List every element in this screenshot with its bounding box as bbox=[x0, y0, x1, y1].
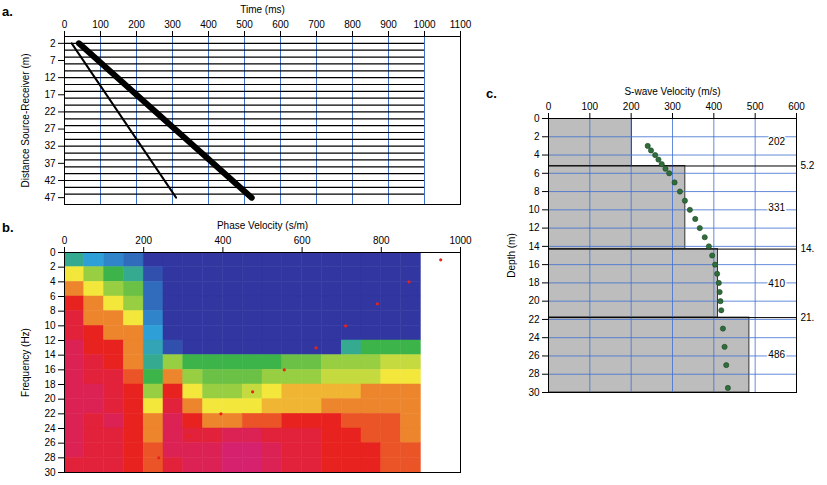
svg-text:22: 22 bbox=[44, 106, 56, 117]
svg-text:26: 26 bbox=[44, 437, 56, 448]
svg-text:22: 22 bbox=[44, 408, 56, 419]
svg-text:202: 202 bbox=[768, 136, 785, 147]
svg-text:5.2: 5.2 bbox=[801, 160, 815, 171]
svg-text:22: 22 bbox=[528, 314, 540, 325]
svg-text:26: 26 bbox=[528, 350, 540, 361]
html-text:b.: b. bbox=[2, 220, 14, 235]
svg-text:8: 8 bbox=[534, 186, 540, 197]
svg-text:486: 486 bbox=[768, 349, 785, 360]
svg-text:28: 28 bbox=[44, 452, 56, 463]
svg-text:400: 400 bbox=[705, 101, 722, 112]
svg-text:0: 0 bbox=[546, 101, 552, 112]
svg-text:17: 17 bbox=[44, 89, 56, 100]
svg-text:Phase Velocity (s/m): Phase Velocity (s/m) bbox=[217, 220, 308, 231]
svg-text:14: 14 bbox=[44, 349, 56, 360]
svg-text:500: 500 bbox=[236, 19, 253, 30]
html-text:a.: a. bbox=[2, 4, 13, 19]
svg-text:12: 12 bbox=[44, 72, 56, 83]
svg-text:Time (ms): Time (ms) bbox=[240, 4, 285, 15]
svg-text:400: 400 bbox=[200, 19, 217, 30]
svg-text:2: 2 bbox=[534, 131, 540, 142]
svg-text:24: 24 bbox=[528, 332, 540, 343]
svg-text:800: 800 bbox=[344, 19, 361, 30]
svg-text:800: 800 bbox=[373, 235, 390, 246]
svg-text:410: 410 bbox=[768, 278, 785, 289]
svg-text:14: 14 bbox=[528, 241, 540, 252]
svg-text:18: 18 bbox=[528, 277, 540, 288]
svg-text:600: 600 bbox=[272, 19, 289, 30]
html-text:c.: c. bbox=[486, 86, 497, 101]
svg-text:14.: 14. bbox=[801, 243, 815, 254]
svg-text:24: 24 bbox=[44, 423, 56, 434]
svg-text:Frequency (Hz): Frequency (Hz) bbox=[20, 328, 31, 397]
svg-text:1000: 1000 bbox=[413, 19, 436, 30]
svg-text:200: 200 bbox=[128, 19, 145, 30]
svg-text:4: 4 bbox=[534, 149, 540, 160]
svg-text:Depth (m): Depth (m) bbox=[506, 233, 517, 277]
svg-text:30: 30 bbox=[528, 387, 540, 398]
svg-text:0: 0 bbox=[62, 19, 68, 30]
svg-text:42: 42 bbox=[44, 175, 56, 186]
svg-text:10: 10 bbox=[528, 204, 540, 215]
svg-text:32: 32 bbox=[44, 140, 56, 151]
svg-text:2: 2 bbox=[50, 261, 56, 272]
svg-text:12: 12 bbox=[528, 222, 540, 233]
svg-text:700: 700 bbox=[308, 19, 325, 30]
svg-text:1000: 1000 bbox=[449, 235, 472, 246]
svg-text:16: 16 bbox=[44, 364, 56, 375]
svg-text:12: 12 bbox=[44, 335, 56, 346]
svg-text:Distance Source-Receiver (m): Distance Source-Receiver (m) bbox=[20, 54, 31, 188]
svg-text:300: 300 bbox=[664, 101, 681, 112]
svg-text:4: 4 bbox=[50, 276, 56, 287]
svg-text:37: 37 bbox=[44, 158, 56, 169]
svg-text:200: 200 bbox=[623, 101, 640, 112]
svg-text:600: 600 bbox=[294, 235, 311, 246]
svg-text:18: 18 bbox=[44, 379, 56, 390]
svg-text:20: 20 bbox=[528, 295, 540, 306]
svg-text:100: 100 bbox=[92, 19, 109, 30]
svg-text:0: 0 bbox=[534, 113, 540, 124]
svg-text:0: 0 bbox=[62, 235, 68, 246]
svg-text:6: 6 bbox=[50, 291, 56, 302]
svg-text:6: 6 bbox=[534, 168, 540, 179]
svg-text:20: 20 bbox=[44, 393, 56, 404]
svg-text:47: 47 bbox=[44, 192, 56, 203]
svg-text:7: 7 bbox=[50, 55, 56, 66]
svg-text:21.: 21. bbox=[801, 312, 815, 323]
svg-text:600: 600 bbox=[788, 101, 805, 112]
svg-text:900: 900 bbox=[380, 19, 397, 30]
svg-text:2: 2 bbox=[50, 38, 56, 49]
svg-text:400: 400 bbox=[215, 235, 232, 246]
svg-text:200: 200 bbox=[135, 235, 152, 246]
svg-text:8: 8 bbox=[50, 305, 56, 316]
svg-text:S-wave Velocity (m/s): S-wave Velocity (m/s) bbox=[624, 86, 720, 97]
svg-text:331: 331 bbox=[768, 202, 785, 213]
svg-text:500: 500 bbox=[747, 101, 764, 112]
svg-text:30: 30 bbox=[44, 467, 56, 478]
svg-text:0: 0 bbox=[50, 247, 56, 258]
svg-text:27: 27 bbox=[44, 123, 56, 134]
svg-text:28: 28 bbox=[528, 368, 540, 379]
svg-text:300: 300 bbox=[164, 19, 181, 30]
svg-text:1100: 1100 bbox=[450, 19, 472, 30]
svg-text:100: 100 bbox=[581, 101, 598, 112]
svg-text:16: 16 bbox=[528, 259, 540, 270]
svg-text:10: 10 bbox=[44, 320, 56, 331]
